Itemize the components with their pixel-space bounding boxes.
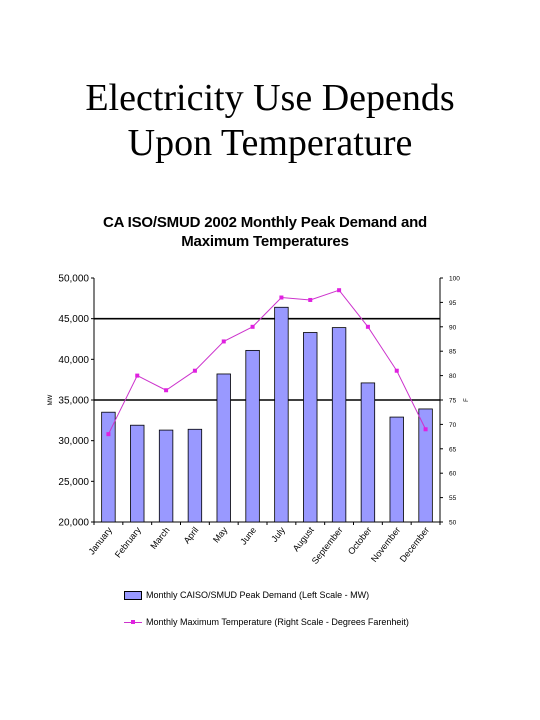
right-tick-label: 100 [449, 276, 460, 283]
bar-january [101, 411, 116, 523]
temperature-point-october [365, 324, 370, 329]
legend-line-swatch [124, 619, 142, 626]
chart-title: CA ISO/SMUD 2002 Monthly Peak Demand and… [100, 213, 430, 251]
bar-july [274, 306, 289, 523]
temperature-point-december [423, 427, 428, 432]
temperature-point-april [192, 368, 197, 373]
right-tick-label: 65 [449, 446, 457, 453]
temperature-line [107, 289, 427, 435]
x-tick-label-december: December [398, 525, 431, 564]
bar-december [418, 408, 433, 523]
bar-april [187, 428, 203, 523]
bar-may [216, 373, 231, 523]
right-tick-label: 85 [449, 349, 457, 356]
temperature-point-february [135, 373, 140, 378]
right-axis-label: F [464, 398, 470, 402]
bar-february [130, 424, 145, 523]
x-tick-label-april: April [182, 525, 201, 545]
temperature-point-june [250, 324, 255, 329]
bar-november [389, 416, 404, 523]
temperature-point-september [337, 288, 342, 293]
x-tick-label-june: June [238, 525, 258, 547]
right-tick-label: 90 [449, 324, 457, 331]
x-tick-label-august: August [291, 525, 316, 554]
bar-september [331, 327, 347, 523]
slide-title: Electricity Use Depends Upon Temperature [0, 76, 540, 166]
left-tick-label: 40,000 [58, 355, 89, 366]
temperature-point-august [308, 297, 313, 302]
x-tick-label-may: May [211, 525, 230, 545]
x-tick-label-january: January [86, 525, 114, 557]
left-tick-label: 35,000 [58, 396, 89, 407]
x-tick-label-february: February [113, 525, 143, 560]
slide-title-line-2: Upon Temperature [127, 122, 413, 164]
temperature-point-may [221, 339, 226, 344]
bar-june [245, 349, 260, 523]
temperature-point-july [279, 295, 284, 300]
legend-label-demand: Monthly CAISO/SMUD Peak Demand (Left Sca… [146, 590, 370, 600]
slide-title-line-1: Electricity Use Depends [85, 77, 455, 119]
right-tick-label: 75 [449, 398, 457, 405]
bar-august [303, 332, 318, 523]
x-tick-label-march: March [148, 525, 171, 551]
bar-october [360, 382, 376, 523]
right-tick-label: 80 [449, 373, 457, 380]
legend-entry-temperature: Monthly Maximum Temperature (Right Scale… [124, 615, 444, 629]
left-tick-label: 30,000 [58, 436, 89, 447]
temperature-point-january [106, 432, 111, 437]
left-tick-label: 45,000 [58, 314, 89, 325]
right-tick-label: 60 [449, 471, 457, 478]
right-tick-label: 70 [449, 422, 457, 429]
legend-entry-demand: Monthly CAISO/SMUD Peak Demand (Left Sca… [124, 588, 444, 602]
right-tick-label: 50 [449, 520, 457, 527]
temperature-point-november [394, 368, 399, 373]
chart-legend: Monthly CAISO/SMUD Peak Demand (Left Sca… [124, 588, 444, 642]
left-axis-label: MW [48, 394, 54, 405]
chart-title-line-2: Maximum Temperatures [181, 233, 349, 250]
left-tick-label: 50,000 [58, 274, 89, 285]
legend-bar-swatch [124, 590, 142, 600]
x-tick-label-july: July [269, 525, 287, 544]
right-tick-label: 55 [449, 495, 457, 502]
left-tick-label: 25,000 [58, 477, 89, 488]
chart-title-line-1: CA ISO/SMUD 2002 Monthly Peak Demand and [102, 214, 428, 231]
legend-label-temperature: Monthly Maximum Temperature (Right Scale… [146, 617, 409, 627]
left-tick-label: 20,000 [58, 518, 89, 529]
right-tick-label: 95 [449, 300, 457, 307]
bar-march [158, 429, 174, 523]
x-tick-label-october: October [346, 525, 374, 556]
temperature-point-march [164, 388, 169, 393]
